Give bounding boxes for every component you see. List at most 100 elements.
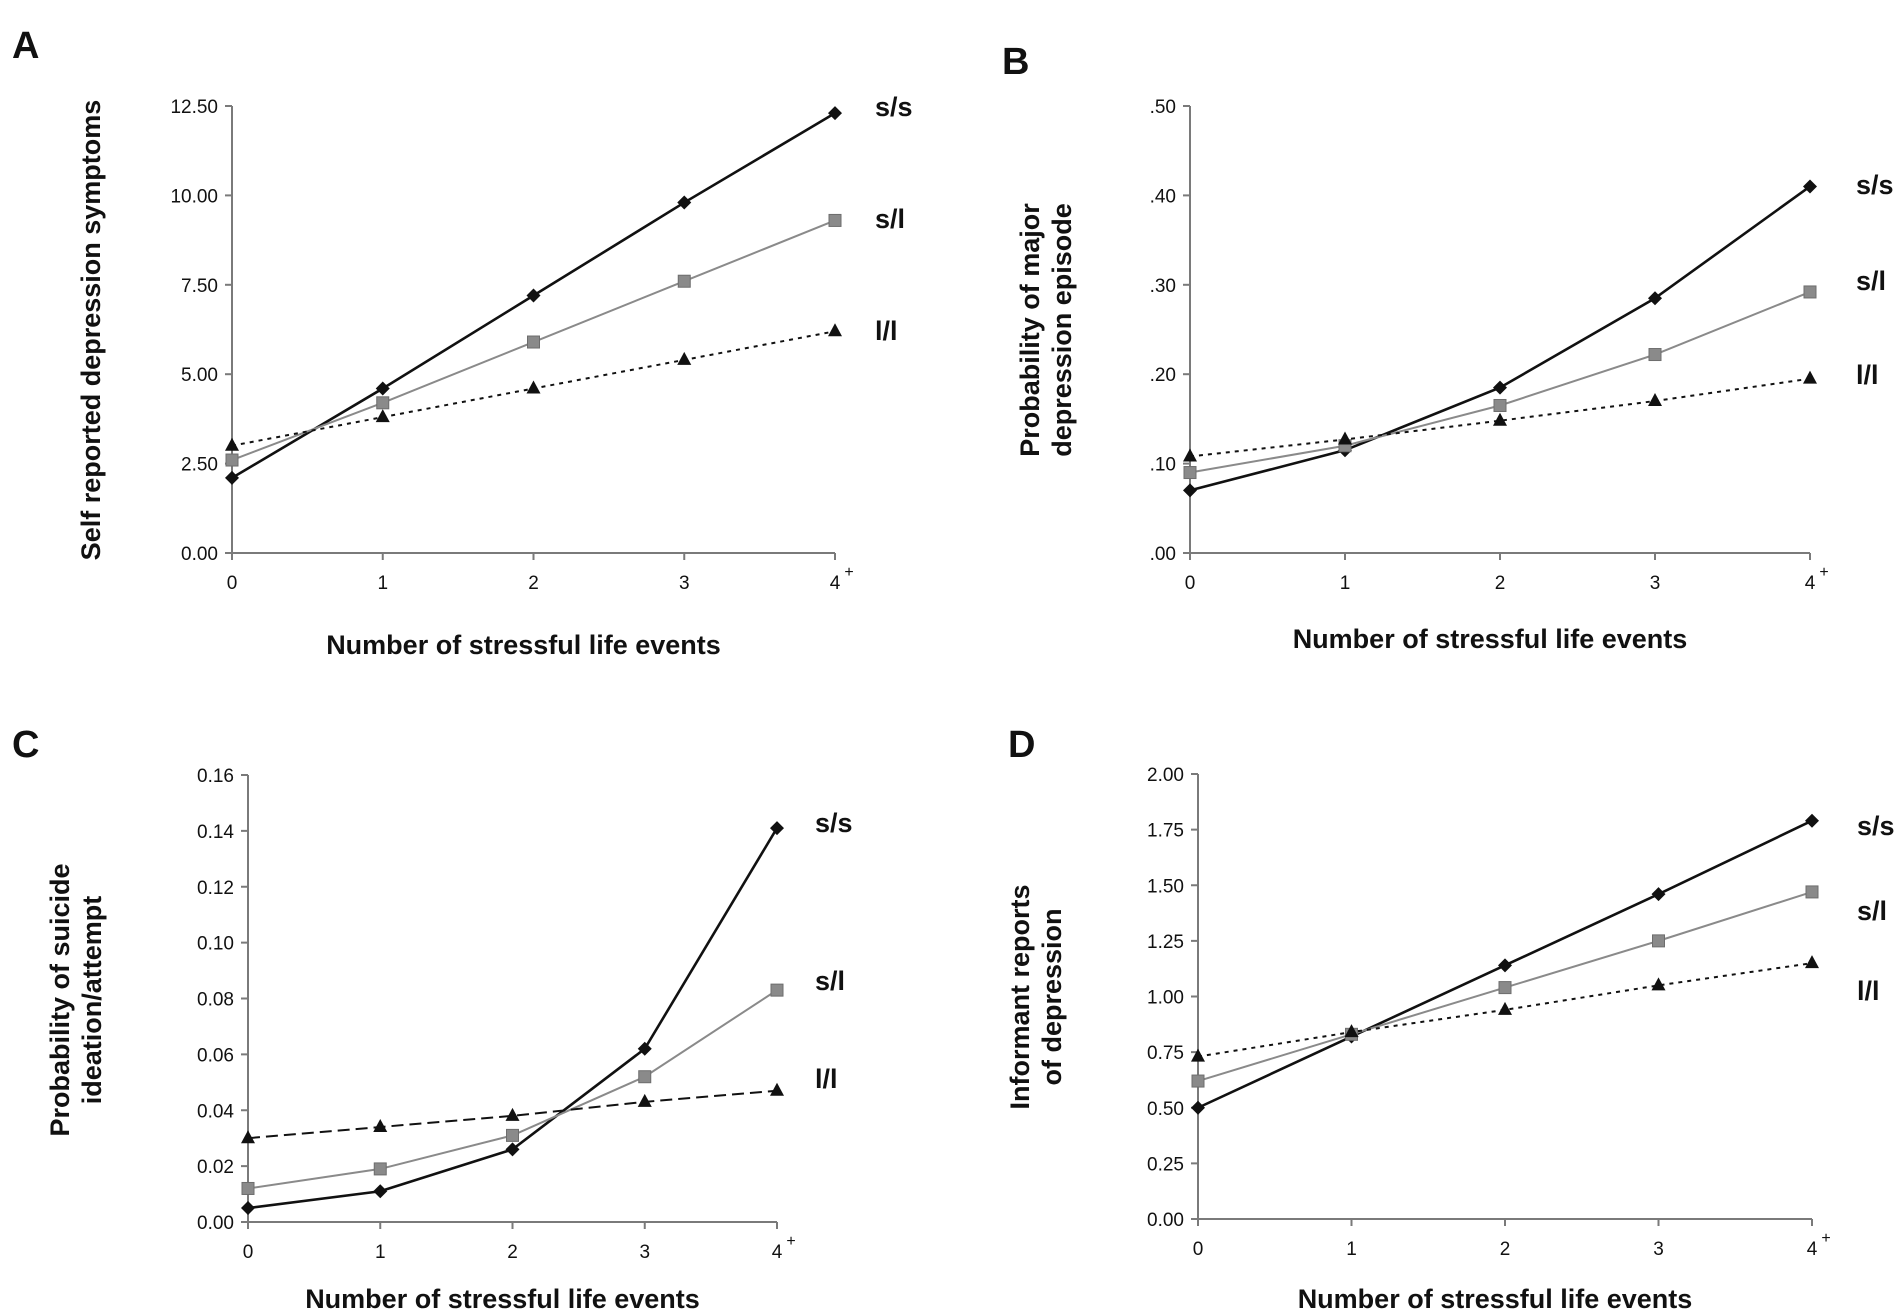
data-point-triangle xyxy=(1803,370,1817,384)
y-tick-label: 7.50 xyxy=(181,276,218,297)
x-axis-title: Number of stressful life events xyxy=(1298,1284,1693,1310)
y-tick-label: .50 xyxy=(1150,97,1176,118)
x-axis-title: Number of stressful life events xyxy=(1293,624,1688,654)
data-point-square xyxy=(638,1070,652,1084)
y-axis-title-line: depression episode xyxy=(1047,203,1077,457)
chart-panel-a: A 0.00 2.50 5.00 7.50 10.00 12.50 0 1 2 3 4+ Number … xyxy=(12,25,913,660)
data-point-diamond xyxy=(1498,958,1512,973)
y-axis-title-line: Self reported depression symptoms xyxy=(76,100,106,561)
data-point-square xyxy=(1652,934,1665,948)
y-axis-title: Probability of majordepression episode xyxy=(1015,203,1077,457)
data-point-triangle xyxy=(1648,393,1662,407)
chart-panel-b: B .00 .10 .20 .30 .40 .50 0 1 2 3 4+ Number of stres… xyxy=(1002,41,1894,654)
data-point-square xyxy=(376,396,390,410)
data-point-triangle xyxy=(1344,1024,1359,1038)
data-point-square xyxy=(677,274,691,288)
x-tick-label: 2 xyxy=(507,1242,518,1263)
y-tick-label: 1.00 xyxy=(1147,988,1184,1009)
x-tick-label: 1 xyxy=(375,1242,386,1263)
data-point-triangle xyxy=(375,409,390,423)
series-label: s/l xyxy=(1856,266,1886,296)
chart-panel-d: D 0.00 0.25 0.50 0.75 1.00 1.25 1.50 1.75 2.00 0 1 2… xyxy=(1005,724,1895,1310)
data-point-triangle xyxy=(637,1093,652,1107)
data-point-diamond xyxy=(1183,483,1197,498)
y-tick-label: 0.06 xyxy=(197,1045,234,1066)
series-label: l/l xyxy=(875,316,898,346)
x-tick-label: 0 xyxy=(227,573,238,594)
y-tick-label: 0.00 xyxy=(197,1213,234,1234)
data-point-diamond xyxy=(505,1142,520,1157)
data-point-diamond xyxy=(1651,887,1666,902)
y-tick-label: 0.10 xyxy=(197,934,234,955)
data-point-triangle xyxy=(1493,412,1507,426)
x-tick-label: 4 xyxy=(772,1242,783,1263)
y-tick-label: .30 xyxy=(1150,276,1176,297)
data-point-square xyxy=(1183,466,1197,480)
y-axis-title-line: Probability of suicide xyxy=(45,863,75,1136)
data-point-square xyxy=(241,1181,255,1195)
y-tick-label: .40 xyxy=(1150,186,1176,207)
y-tick-label: 2.00 xyxy=(1147,765,1184,786)
x-tick-superscript: + xyxy=(786,1233,795,1250)
data-point-square xyxy=(1498,981,1512,995)
data-point-diamond xyxy=(241,1201,255,1216)
x-axis-title: Number of stressful life events xyxy=(305,1284,700,1310)
data-point-square xyxy=(1493,398,1507,412)
data-point-square xyxy=(225,453,239,467)
x-tick-label: 2 xyxy=(1500,1239,1511,1260)
y-tick-label: .20 xyxy=(1150,365,1176,386)
data-point-triangle xyxy=(526,380,541,394)
data-point-diamond xyxy=(637,1041,652,1056)
x-tick-label: 1 xyxy=(1340,573,1351,594)
y-tick-label: 0.75 xyxy=(1147,1043,1184,1064)
y-axis-title-line: Probability of major xyxy=(1015,203,1045,457)
series-label: s/s xyxy=(875,92,913,122)
x-tick-label: 3 xyxy=(639,1242,650,1263)
data-point-square xyxy=(1805,885,1819,899)
data-point-diamond xyxy=(770,821,784,836)
x-tick-superscript: + xyxy=(1821,1230,1830,1247)
y-tick-label: .00 xyxy=(1150,544,1176,565)
x-tick-label: 2 xyxy=(1495,573,1506,594)
x-axis-title: Number of stressful life events xyxy=(326,630,721,660)
x-tick-label: 3 xyxy=(679,573,690,594)
data-point-triangle xyxy=(1338,431,1352,445)
y-axis-title: Self reported depression symptoms xyxy=(76,100,106,561)
x-tick-label: 1 xyxy=(1346,1239,1357,1260)
y-axis-title-line: ideation/attempt xyxy=(77,896,107,1105)
data-point-diamond xyxy=(526,288,541,303)
chart-panel-c: C 0.00 0.02 0.04 0.06 0.08 0.10 0.12 0.14 0.16 0 1 2… xyxy=(12,724,853,1310)
data-point-diamond xyxy=(1803,179,1817,194)
series-label: s/s xyxy=(1856,170,1894,200)
series-label: l/l xyxy=(1856,360,1879,390)
x-tick-label: 3 xyxy=(1650,573,1661,594)
data-point-triangle xyxy=(770,1082,784,1096)
data-point-square xyxy=(506,1128,519,1142)
y-axis-title: Probability of suicideideation/attempt xyxy=(45,863,107,1136)
x-tick-label: 0 xyxy=(243,1242,254,1263)
data-point-square xyxy=(1191,1074,1205,1088)
data-point-diamond xyxy=(225,470,239,485)
y-tick-label: 1.75 xyxy=(1147,821,1184,842)
panel-letter: D xyxy=(1008,724,1035,766)
data-point-triangle xyxy=(225,437,239,451)
data-point-diamond xyxy=(1648,291,1662,306)
x-tick-superscript: + xyxy=(1819,564,1828,581)
y-tick-label: 0.08 xyxy=(197,990,234,1011)
data-point-diamond xyxy=(375,381,390,396)
x-tick-label: 2 xyxy=(528,573,539,594)
y-tick-label: .10 xyxy=(1150,455,1176,476)
series-label: s/s xyxy=(1857,811,1895,841)
y-tick-label: 0.50 xyxy=(1147,1099,1184,1120)
data-point-diamond xyxy=(373,1184,388,1199)
y-axis-title: Informant reportsof depression xyxy=(1005,884,1067,1109)
data-point-square xyxy=(1803,285,1817,299)
data-point-square xyxy=(828,213,842,227)
x-tick-superscript: + xyxy=(844,564,853,581)
y-tick-label: 0.25 xyxy=(1147,1154,1184,1175)
data-point-square xyxy=(770,983,784,997)
x-tick-label: 3 xyxy=(1653,1239,1664,1260)
series-line-l-l xyxy=(247,1089,778,1140)
data-point-triangle xyxy=(1183,448,1197,462)
